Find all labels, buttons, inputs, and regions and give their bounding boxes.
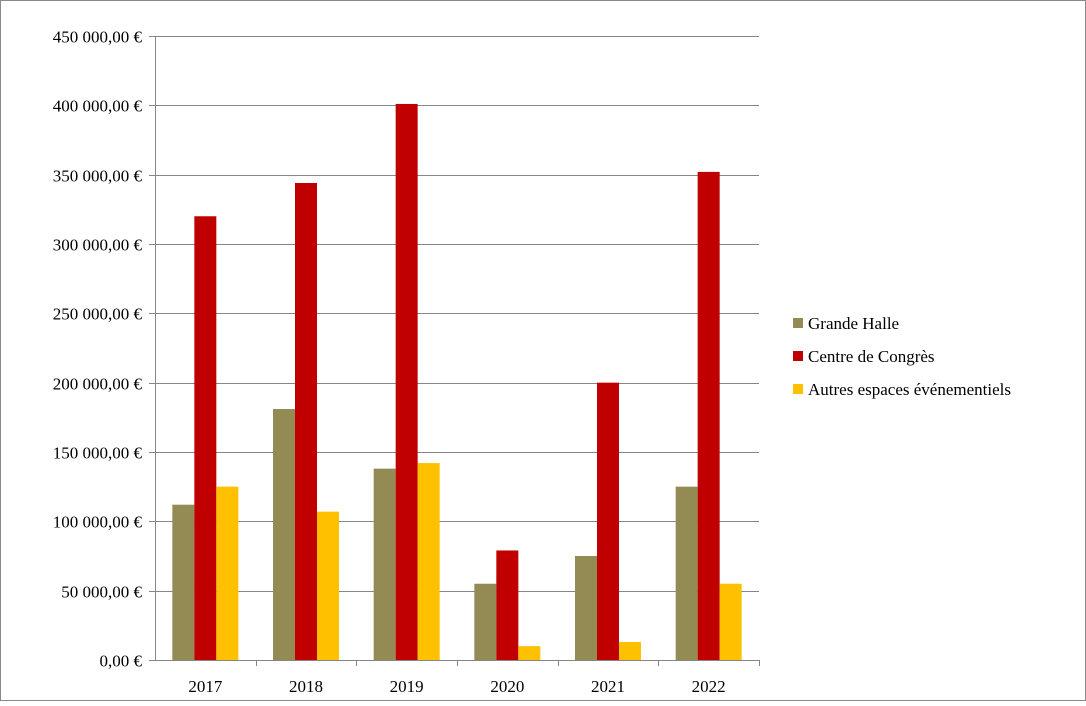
bar [496, 550, 519, 660]
bar [216, 486, 239, 660]
legend-label: Centre de Congrès [808, 347, 935, 366]
x-tick-label: 2021 [591, 677, 625, 696]
x-tick-label: 2017 [188, 677, 223, 696]
bar [373, 468, 396, 660]
bar [675, 486, 698, 660]
bar [575, 556, 597, 660]
y-tick-labels: 0,00 € 50 000,00 € 100 000,00 € 150 000,00 … [53, 28, 143, 671]
x-tick-label: 2020 [490, 677, 524, 696]
legend-label: Grande Halle [808, 314, 899, 333]
x-tick-label: 2018 [289, 677, 323, 696]
bar [194, 216, 217, 660]
bars [172, 103, 742, 661]
y-tick-label: 300 000,00 € [53, 236, 143, 255]
y-tick-label: 350 000,00 € [53, 167, 143, 186]
bar [719, 583, 742, 660]
x-tick-labels: 2017 2018 2019 2020 2021 2022 [188, 677, 725, 696]
bar [597, 382, 619, 660]
y-tick-label: 250 000,00 € [53, 305, 143, 324]
y-tick-label: 400 000,00 € [53, 97, 143, 116]
x-tick-label: 2019 [390, 677, 424, 696]
bar [518, 646, 541, 660]
bar [697, 171, 720, 661]
bar [317, 511, 339, 660]
y-tick-label: 100 000,00 € [53, 513, 143, 532]
bar [273, 409, 295, 660]
y-tick-label: 200 000,00 € [53, 375, 143, 394]
bar [172, 504, 195, 660]
gridlines [155, 36, 759, 592]
legend-swatch [793, 351, 803, 361]
bar [395, 103, 418, 661]
legend-swatch [793, 318, 803, 328]
bar [295, 182, 317, 660]
bar [417, 463, 440, 660]
legend: Grande Halle Centre de Congrès Autres espa… [793, 314, 1011, 399]
y-tick-label: 150 000,00 € [53, 444, 143, 463]
legend-swatch [793, 384, 803, 394]
y-tick-label: 50 000,00 € [61, 583, 142, 602]
y-tick-label: 0,00 € [100, 652, 143, 671]
y-tick-label: 450 000,00 € [53, 28, 143, 47]
bar [619, 641, 641, 660]
x-tick-label: 2022 [692, 677, 726, 696]
bar [474, 583, 497, 660]
axes [149, 36, 760, 666]
legend-label: Autres espaces événementiels [808, 380, 1011, 399]
